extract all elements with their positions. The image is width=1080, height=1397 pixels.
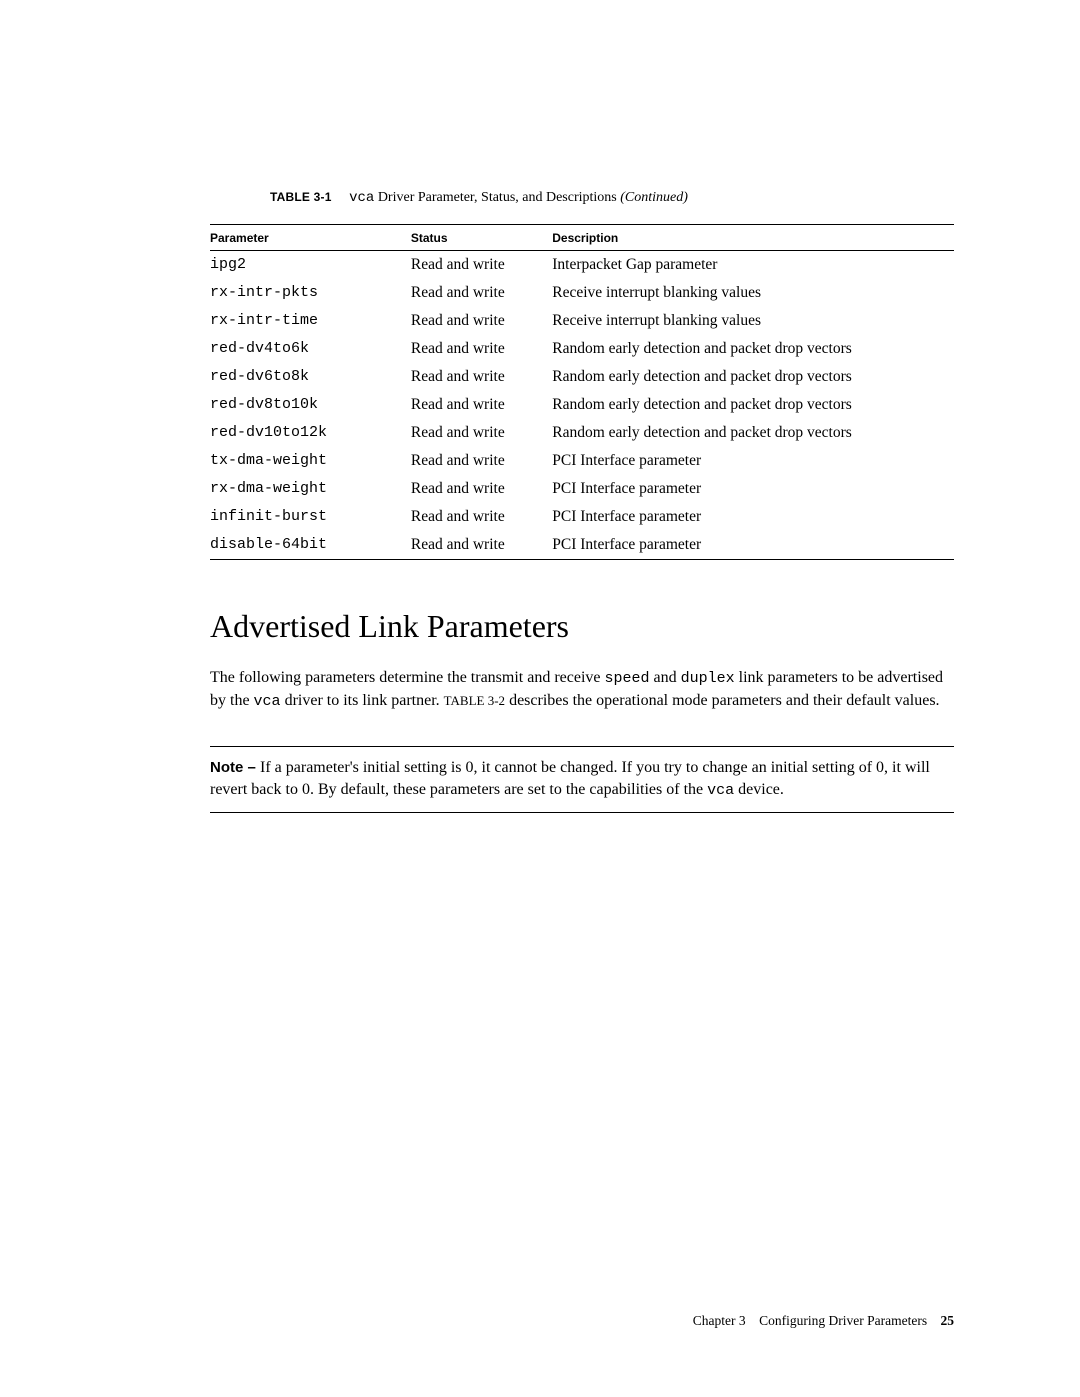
cell-description: PCI Interface parameter bbox=[552, 531, 954, 560]
cell-status: Read and write bbox=[411, 251, 552, 280]
table-row: disable-64bitRead and writePCI Interface… bbox=[210, 531, 954, 560]
col-header-description: Description bbox=[552, 225, 954, 251]
cell-status: Read and write bbox=[411, 531, 552, 560]
cell-parameter: disable-64bit bbox=[210, 531, 411, 560]
table-row: rx-dma-weightRead and writePCI Interface… bbox=[210, 475, 954, 503]
col-header-status: Status bbox=[411, 225, 552, 251]
table-row: red-dv4to6kRead and writeRandom early de… bbox=[210, 335, 954, 363]
note-body-tail: device. bbox=[734, 781, 784, 798]
cell-description: PCI Interface parameter bbox=[552, 447, 954, 475]
table-row: red-dv8to10kRead and writeRandom early d… bbox=[210, 391, 954, 419]
cell-status: Read and write bbox=[411, 419, 552, 447]
table-row: ipg2Read and writeInterpacket Gap parame… bbox=[210, 251, 954, 280]
para-text: and bbox=[650, 669, 681, 686]
cell-parameter: rx-intr-time bbox=[210, 307, 411, 335]
cell-status: Read and write bbox=[411, 503, 552, 531]
cell-status: Read and write bbox=[411, 363, 552, 391]
cell-description: Interpacket Gap parameter bbox=[552, 251, 954, 280]
para-text: describes the operational mode parameter… bbox=[505, 692, 940, 709]
note-code-vca: vca bbox=[707, 782, 734, 799]
cell-parameter: rx-dma-weight bbox=[210, 475, 411, 503]
cell-description: Random early detection and packet drop v… bbox=[552, 363, 954, 391]
note-text: Note – If a parameter's initial setting … bbox=[210, 757, 954, 802]
cell-parameter: ipg2 bbox=[210, 251, 411, 280]
note-lead: Note – bbox=[210, 759, 260, 776]
table-row: infinit-burstRead and writePCI Interface… bbox=[210, 503, 954, 531]
para-table-ref: TABLE 3-2 bbox=[444, 693, 505, 708]
table-row: red-dv10to12kRead and writeRandom early … bbox=[210, 419, 954, 447]
cell-status: Read and write bbox=[411, 335, 552, 363]
note-body: If a parameter's initial setting is 0, i… bbox=[210, 759, 930, 798]
footer-page-number: 25 bbox=[941, 1313, 955, 1328]
para-code-vca: vca bbox=[254, 693, 281, 710]
table-caption-label: TABLE 3-1 bbox=[270, 190, 332, 204]
cell-description: PCI Interface parameter bbox=[552, 503, 954, 531]
table-body: ipg2Read and writeInterpacket Gap parame… bbox=[210, 251, 954, 560]
cell-status: Read and write bbox=[411, 279, 552, 307]
cell-parameter: red-dv4to6k bbox=[210, 335, 411, 363]
note-block: Note – If a parameter's initial setting … bbox=[210, 746, 954, 813]
cell-status: Read and write bbox=[411, 447, 552, 475]
cell-description: Receive interrupt blanking values bbox=[552, 279, 954, 307]
cell-description: Random early detection and packet drop v… bbox=[552, 391, 954, 419]
table-row: tx-dma-weightRead and writePCI Interface… bbox=[210, 447, 954, 475]
section-heading: Advertised Link Parameters bbox=[210, 608, 954, 645]
document-page: TABLE 3-1 vca Driver Parameter, Status, … bbox=[0, 0, 1080, 1397]
footer-chapter: Chapter 3 bbox=[693, 1313, 746, 1328]
cell-parameter: tx-dma-weight bbox=[210, 447, 411, 475]
table-row: rx-intr-timeRead and writeReceive interr… bbox=[210, 307, 954, 335]
col-header-parameter: Parameter bbox=[210, 225, 411, 251]
table-header: Parameter Status Description bbox=[210, 225, 954, 251]
table-row: red-dv6to8kRead and writeRandom early de… bbox=[210, 363, 954, 391]
table-row: rx-intr-pktsRead and writeReceive interr… bbox=[210, 279, 954, 307]
cell-parameter: red-dv10to12k bbox=[210, 419, 411, 447]
parameter-table: Parameter Status Description ipg2Read an… bbox=[210, 224, 954, 560]
para-code-duplex: duplex bbox=[681, 670, 735, 687]
section-paragraph: The following parameters determine the t… bbox=[210, 667, 954, 712]
para-text: The following parameters determine the t… bbox=[210, 669, 605, 686]
cell-parameter: red-dv8to10k bbox=[210, 391, 411, 419]
table-caption: TABLE 3-1 vca Driver Parameter, Status, … bbox=[270, 190, 954, 206]
cell-parameter: infinit-burst bbox=[210, 503, 411, 531]
cell-description: Random early detection and packet drop v… bbox=[552, 419, 954, 447]
cell-status: Read and write bbox=[411, 307, 552, 335]
table-caption-continued: (Continued) bbox=[620, 190, 688, 205]
para-text: driver to its link partner. bbox=[281, 692, 444, 709]
cell-description: PCI Interface parameter bbox=[552, 475, 954, 503]
page-footer: Chapter 3 Configuring Driver Parameters … bbox=[693, 1313, 954, 1329]
table-caption-code: vca bbox=[349, 190, 374, 206]
cell-description: Random early detection and packet drop v… bbox=[552, 335, 954, 363]
cell-status: Read and write bbox=[411, 391, 552, 419]
table-caption-text: Driver Parameter, Status, and Descriptio… bbox=[374, 190, 620, 205]
cell-parameter: rx-intr-pkts bbox=[210, 279, 411, 307]
cell-parameter: red-dv6to8k bbox=[210, 363, 411, 391]
cell-description: Receive interrupt blanking values bbox=[552, 307, 954, 335]
cell-status: Read and write bbox=[411, 475, 552, 503]
footer-title: Configuring Driver Parameters bbox=[759, 1313, 927, 1328]
para-code-speed: speed bbox=[605, 670, 650, 687]
